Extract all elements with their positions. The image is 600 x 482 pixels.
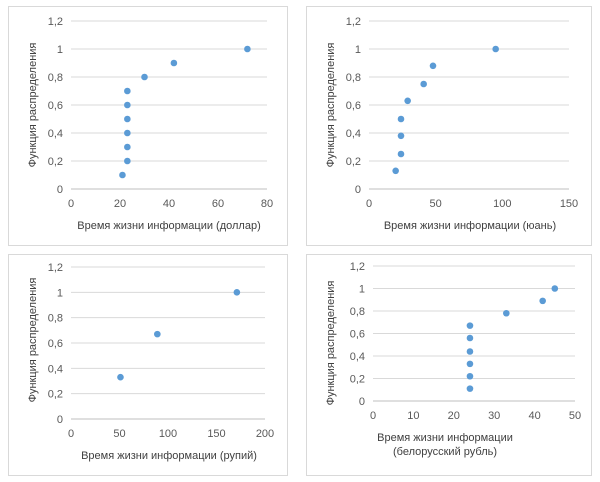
chart-plot: 0 0,2 0,4 0,6 0,8 1 1,2 0 50 100 150 <box>346 16 578 210</box>
x-tick-label: 150 <box>560 198 578 210</box>
data-point <box>539 297 546 305</box>
y-tick-label: 0,4 <box>350 351 365 363</box>
y-tick-label: 1 <box>359 284 365 296</box>
data-point <box>124 101 131 109</box>
y-tick-label: 0,4 <box>48 363 63 375</box>
x-tick-label: 0 <box>68 198 74 210</box>
x-tick-label: 80 <box>261 198 273 210</box>
chart-panel-dollar: 0 0,2 0,4 0,6 0,8 1 1,2 0 20 40 60 80 Функция распр… <box>8 6 288 246</box>
x-tick-label: 0 <box>370 410 376 422</box>
chart-panel-belarusian-ruble: 0 0,2 0,4 0,6 0,8 1 1,2 0 10 20 30 40 50 Функция рас… <box>306 254 592 476</box>
data-point <box>141 73 148 81</box>
y-tick-label: 0,2 <box>48 156 63 168</box>
x-axis-label: Время жизни информации (белорусский рубл… <box>377 432 513 458</box>
y-tick-label: 0,8 <box>350 306 365 318</box>
y-axis-label: Функция распределения <box>27 42 39 168</box>
data-point <box>244 45 251 53</box>
data-point <box>124 143 131 151</box>
data-point <box>170 59 178 67</box>
x-tick-label: 150 <box>207 428 225 440</box>
y-axis-label: Функция распределения <box>27 277 39 403</box>
x-tick-label: 100 <box>159 428 177 440</box>
data-point <box>154 330 161 338</box>
x-tick-label: 30 <box>488 410 500 422</box>
y-tick-label: 0,4 <box>48 128 63 140</box>
data-point <box>119 171 126 179</box>
y-tick-label: 1 <box>57 287 63 299</box>
data-point <box>466 385 474 392</box>
data-point <box>124 157 131 165</box>
x-tick-label: 50 <box>430 198 442 210</box>
y-tick-label: 0,8 <box>48 72 63 84</box>
y-tick-label: 0,2 <box>48 389 63 401</box>
data-point <box>233 289 241 296</box>
y-tick-label: 0,2 <box>350 374 365 386</box>
x-tick-label: 0 <box>68 428 74 440</box>
x-tick-label: 50 <box>113 428 125 440</box>
x-tick-label: 0 <box>366 198 372 210</box>
y-tick-label: 0,6 <box>48 338 63 350</box>
data-point <box>466 348 474 355</box>
x-tick-label: 40 <box>528 410 540 422</box>
chart-plot: 0 0,2 0,4 0,6 0,8 1 1,2 0 20 40 60 80 <box>48 16 273 210</box>
data-point <box>124 87 131 95</box>
data-point <box>124 115 131 123</box>
data-point <box>492 45 499 53</box>
data-point <box>429 62 437 70</box>
x-tick-label: 20 <box>448 410 460 422</box>
chart-plot: 0 0,2 0,4 0,6 0,8 1 1,2 0 10 20 30 40 50 <box>350 261 581 422</box>
y-tick-label: 1,2 <box>346 16 361 28</box>
x-tick-label: 60 <box>212 198 224 210</box>
data-point <box>466 322 474 329</box>
y-tick-label: 0 <box>359 396 365 408</box>
x-tick-label: 20 <box>114 198 126 210</box>
data-point <box>420 80 427 88</box>
x-tick-label: 50 <box>569 410 581 422</box>
y-tick-label: 1,2 <box>350 261 365 273</box>
data-point <box>551 285 559 292</box>
y-tick-label: 0,6 <box>350 329 365 341</box>
x-tick-label: 100 <box>493 198 511 210</box>
x-axis-label: Время жизни информации (рупий) <box>81 450 257 462</box>
y-tick-label: 0,8 <box>346 72 361 84</box>
data-point <box>117 373 124 381</box>
data-point <box>466 360 474 368</box>
y-tick-label: 1,2 <box>48 16 63 28</box>
x-tick-label: 10 <box>407 410 419 422</box>
chart-panel-yuan: 0 0,2 0,4 0,6 0,8 1 1,2 0 50 100 150 Функция распр… <box>306 6 592 246</box>
data-point <box>392 167 399 175</box>
data-point <box>503 309 510 317</box>
y-tick-label: 0 <box>57 414 63 426</box>
y-tick-label: 0,6 <box>346 100 361 112</box>
y-tick-label: 1 <box>57 44 63 56</box>
y-tick-label: 0 <box>57 184 63 196</box>
data-point <box>466 372 474 380</box>
x-tick-label: 200 <box>256 428 274 440</box>
y-tick-label: 0,2 <box>346 156 361 168</box>
data-point <box>397 132 405 140</box>
data-point <box>124 129 131 137</box>
y-tick-label: 0,6 <box>48 100 63 112</box>
y-axis-label: Функция распределения <box>325 280 337 406</box>
x-axis-label: Время жизни информации (юань) <box>383 220 557 232</box>
chart-panel-rupee: 0 0,2 0,4 0,6 0,8 1 1,2 0 50 100 150 200 Функция ра… <box>8 254 288 476</box>
y-tick-label: 0,4 <box>346 128 361 140</box>
y-tick-label: 1,2 <box>48 262 63 274</box>
data-point <box>466 334 474 342</box>
data-point <box>397 115 405 123</box>
y-tick-label: 0,8 <box>48 313 63 325</box>
y-axis-label: Функция распределения <box>325 42 337 168</box>
data-point <box>404 97 411 105</box>
x-tick-label: 40 <box>163 198 175 210</box>
chart-plot: 0 0,2 0,4 0,6 0,8 1 1,2 0 50 100 150 200 <box>48 262 274 440</box>
y-tick-label: 0 <box>355 184 361 196</box>
y-tick-label: 1 <box>355 44 361 56</box>
data-point <box>397 150 405 158</box>
x-axis-label: Время жизни информации (доллар) <box>77 220 261 232</box>
